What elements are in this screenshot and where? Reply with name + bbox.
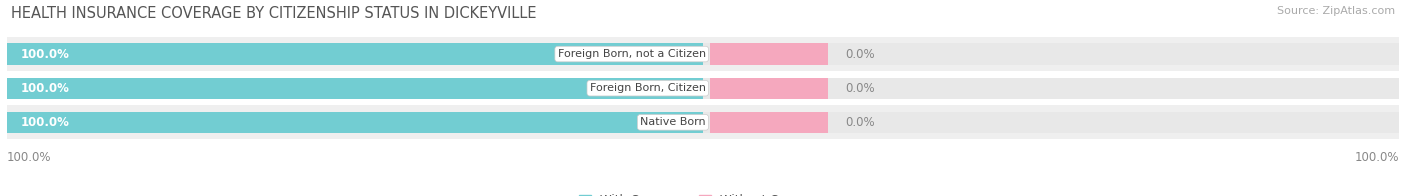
Bar <box>710 44 828 65</box>
Text: Foreign Born, Citizen: Foreign Born, Citizen <box>589 83 706 93</box>
Bar <box>7 112 1399 133</box>
Text: HEALTH INSURANCE COVERAGE BY CITIZENSHIP STATUS IN DICKEYVILLE: HEALTH INSURANCE COVERAGE BY CITIZENSHIP… <box>11 6 537 21</box>
Legend: With Coverage, Without Coverage: With Coverage, Without Coverage <box>574 189 832 196</box>
Text: 100.0%: 100.0% <box>21 48 70 61</box>
Bar <box>7 37 1399 71</box>
Text: Source: ZipAtlas.com: Source: ZipAtlas.com <box>1277 6 1395 16</box>
Text: 0.0%: 0.0% <box>845 82 875 95</box>
Bar <box>7 44 1399 65</box>
Text: 0.0%: 0.0% <box>845 116 875 129</box>
Bar <box>7 112 703 133</box>
Text: 0.0%: 0.0% <box>845 48 875 61</box>
Bar <box>7 105 1399 139</box>
Text: Native Born: Native Born <box>640 117 706 127</box>
Text: 100.0%: 100.0% <box>1354 151 1399 164</box>
Text: 100.0%: 100.0% <box>7 151 52 164</box>
Bar <box>7 78 1399 99</box>
Text: Foreign Born, not a Citizen: Foreign Born, not a Citizen <box>558 49 706 59</box>
Bar <box>710 112 828 133</box>
Bar <box>710 78 828 99</box>
Text: 100.0%: 100.0% <box>21 116 70 129</box>
Bar <box>7 44 703 65</box>
Text: 100.0%: 100.0% <box>21 82 70 95</box>
Bar <box>7 71 1399 105</box>
Bar <box>7 78 703 99</box>
